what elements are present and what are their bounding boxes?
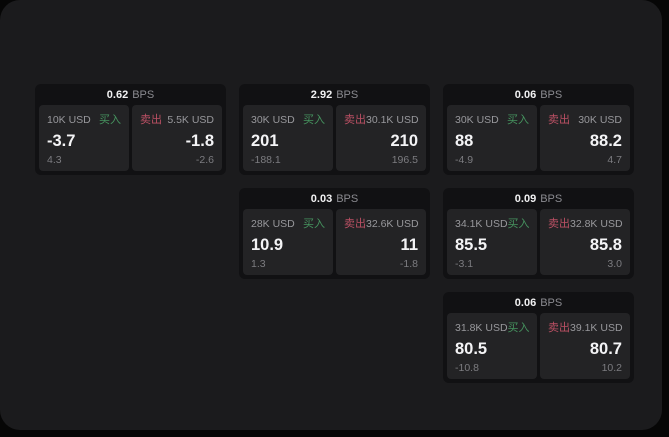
spread-header: 2.92 BPS: [243, 87, 426, 103]
buy-tag: 买入: [99, 114, 121, 126]
sell-tag: 卖出: [140, 114, 162, 126]
sell-price: 11: [400, 235, 418, 254]
buy-quote-panel[interactable]: 28K USD 买入 10.9 1.3: [243, 209, 333, 275]
sell-size: 32.6K USD: [366, 218, 419, 230]
spread-value: 0.06: [514, 297, 537, 309]
sell-quote-panel[interactable]: 卖出 32.8K USD 85.8 3.0: [540, 209, 630, 275]
buy-price: 80.5: [455, 339, 488, 358]
spread-header: 0.62 BPS: [39, 87, 222, 103]
buy-quote-panel[interactable]: 31.8K USD 买入 80.5 -10.8: [447, 313, 537, 379]
sell-sub-value: 10.2: [601, 362, 622, 374]
sell-tag: 卖出: [344, 218, 366, 230]
buy-sub-value: -4.9: [455, 154, 474, 166]
quote-card: 0.09 BPS 34.1K USD 买入 85.5 -3.1 卖出 32.8K …: [443, 188, 634, 279]
buy-size: 10K USD: [47, 114, 91, 126]
spread-unit: BPS: [540, 193, 563, 205]
buy-sub-value: -10.8: [455, 362, 479, 374]
buy-sub-value: 1.3: [251, 258, 266, 270]
spread-header: 0.06 BPS: [447, 295, 630, 311]
buy-price: 88: [455, 131, 474, 150]
quote-card: 0.62 BPS 10K USD 买入 -3.7 4.3 卖出 5.5K USD: [35, 84, 226, 175]
buy-price: 85.5: [455, 235, 488, 254]
buy-price: 201: [251, 131, 279, 150]
buy-size: 34.1K USD: [455, 218, 508, 230]
sell-tag: 卖出: [344, 114, 366, 126]
buy-size: 28K USD: [251, 218, 295, 230]
sell-sub-value: -1.8: [399, 258, 418, 270]
buy-price: -3.7: [47, 131, 76, 150]
buy-quote-panel[interactable]: 30K USD 买入 201 -188.1: [243, 105, 333, 171]
sell-quote-panel[interactable]: 卖出 32.6K USD 11 -1.8: [336, 209, 426, 275]
buy-tag: 买入: [507, 218, 530, 230]
sell-sub-value: 196.5: [391, 154, 418, 166]
sell-sub-value: 4.7: [607, 154, 622, 166]
sell-quote-panel[interactable]: 卖出 30.1K USD 210 196.5: [336, 105, 426, 171]
buy-size: 31.8K USD: [455, 322, 508, 334]
sell-size: 39.1K USD: [570, 322, 623, 334]
sell-quote-panel[interactable]: 卖出 5.5K USD -1.8 -2.6: [132, 105, 222, 171]
spread-unit: BPS: [132, 89, 155, 101]
buy-quote-panel[interactable]: 34.1K USD 买入 85.5 -3.1: [447, 209, 537, 275]
sell-price: 80.7: [589, 339, 622, 358]
buy-quote-panel[interactable]: 10K USD 买入 -3.7 4.3: [39, 105, 129, 171]
spread-header: 0.09 BPS: [447, 191, 630, 207]
buy-tag: 买入: [507, 322, 530, 334]
spread-unit: BPS: [336, 193, 359, 205]
buy-price: 10.9: [251, 235, 284, 254]
spread-value: 0.03: [310, 193, 333, 205]
buy-sub-value: -3.1: [455, 258, 474, 270]
sell-tag: 卖出: [548, 322, 570, 334]
quote-card: 2.92 BPS 30K USD 买入 201 -188.1 卖出 30.1K U…: [239, 84, 430, 175]
sell-sub-value: 3.0: [607, 258, 622, 270]
sell-tag: 卖出: [548, 218, 570, 230]
spread-unit: BPS: [540, 297, 563, 309]
sell-tag: 卖出: [548, 114, 570, 126]
sell-size: 32.8K USD: [570, 218, 623, 230]
spread-value: 0.09: [514, 193, 537, 205]
sell-size: 30K USD: [578, 114, 622, 126]
buy-tag: 买入: [303, 114, 325, 126]
quote-card: 0.06 BPS 31.8K USD 买入 80.5 -10.8 卖出 39.1K…: [443, 292, 634, 383]
quote-card: 0.03 BPS 28K USD 买入 10.9 1.3 卖出 32.6K USD: [239, 188, 430, 279]
sell-price: 210: [390, 131, 418, 150]
quote-card: 0.06 BPS 30K USD 买入 88 -4.9 卖出 30K USD: [443, 84, 634, 175]
buy-sub-value: -188.1: [251, 154, 281, 166]
quote-cards-grid: 0.62 BPS 10K USD 买入 -3.7 4.3 卖出 5.5K USD: [35, 84, 634, 383]
sell-price: 85.8: [589, 235, 622, 254]
spread-header: 0.03 BPS: [243, 191, 426, 207]
buy-tag: 买入: [303, 218, 325, 230]
sell-quote-panel[interactable]: 卖出 39.1K USD 80.7 10.2: [540, 313, 630, 379]
sell-size: 5.5K USD: [167, 114, 214, 126]
page-panel: 0.62 BPS 10K USD 买入 -3.7 4.3 卖出 5.5K USD: [0, 0, 662, 430]
sell-size: 30.1K USD: [366, 114, 419, 126]
buy-sub-value: 4.3: [47, 154, 62, 166]
buy-tag: 买入: [507, 114, 529, 126]
spread-unit: BPS: [336, 89, 359, 101]
spread-header: 0.06 BPS: [447, 87, 630, 103]
spread-value: 0.62: [106, 89, 129, 101]
sell-sub-value: -2.6: [195, 154, 214, 166]
buy-size: 30K USD: [455, 114, 499, 126]
spread-value: 0.06: [514, 89, 537, 101]
spread-unit: BPS: [540, 89, 563, 101]
spread-value: 2.92: [310, 89, 333, 101]
buy-quote-panel[interactable]: 30K USD 买入 88 -4.9: [447, 105, 537, 171]
sell-quote-panel[interactable]: 卖出 30K USD 88.2 4.7: [540, 105, 630, 171]
sell-price: -1.8: [185, 131, 214, 150]
sell-price: 88.2: [589, 131, 622, 150]
buy-size: 30K USD: [251, 114, 295, 126]
